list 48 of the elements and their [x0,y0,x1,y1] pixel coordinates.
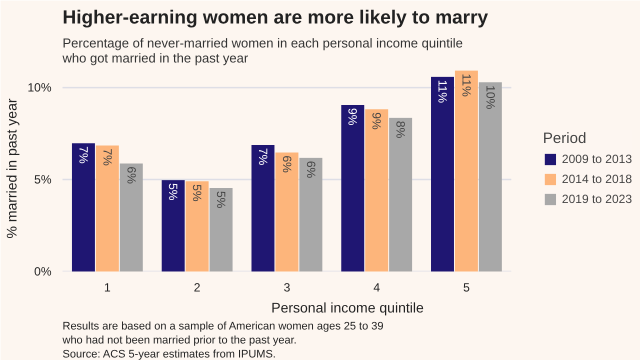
x-tick-label: 1 [104,280,112,294]
bar [120,164,143,272]
data-label: 5% [166,183,180,201]
source-note: Source: ACS 5-year estimates from IPUMS. [62,348,276,360]
text: Results are based on a sample of American women ages 25 to 39 who had not been married prior to the past year. [62,320,384,346]
bar [186,181,209,272]
data-label: 7% [256,148,270,166]
data-label: 6% [304,160,318,179]
data-label: 7% [100,148,114,166]
data-label: 6% [280,156,294,174]
y-tick-label: 10% [27,80,52,95]
bar [341,105,364,272]
legend-title: Period [542,130,588,147]
y-tick-label: 0% [34,264,52,278]
y-tick-label: 5% [34,172,52,187]
bar [162,180,185,272]
chart-title: Higher-earning women are more likely to marry [62,8,488,28]
legend-label: 2019 to 2023 [562,192,632,206]
bar [275,152,298,272]
data-label: 11% [436,80,450,104]
legend-label: 2014 to 2018 [562,172,632,186]
bar [389,118,412,272]
x-axis-title: Personal income quintile [271,300,424,316]
bar [210,188,233,272]
bar [72,143,95,272]
data-label: 11% [459,74,474,98]
chart-subtitle: Percentage of never-married women in each personal income quintile who got married in the past year [62,36,463,66]
bar [251,144,274,272]
bar [365,109,388,272]
data-label: 5% [190,184,204,202]
data-label: 5% [214,190,228,209]
x-tick-label: 5 [463,280,470,294]
bar [454,70,478,272]
data-label: 9% [346,108,360,126]
bar [431,76,454,272]
data-label: 10% [483,85,498,110]
x-tick-label: 2 [194,280,201,294]
data-label: 8% [394,120,408,139]
data-label: 6% [124,166,138,184]
data-label: 9% [370,112,384,130]
y-axis-title: % married in past year [3,98,20,239]
data-label: 7% [76,146,90,164]
x-tick-label: 4 [373,280,380,294]
x-tick-label: 3 [284,280,291,294]
legend-label: 2009 to 2013 [562,152,632,166]
bar [96,146,119,272]
bar [478,82,502,272]
bar [299,158,322,272]
